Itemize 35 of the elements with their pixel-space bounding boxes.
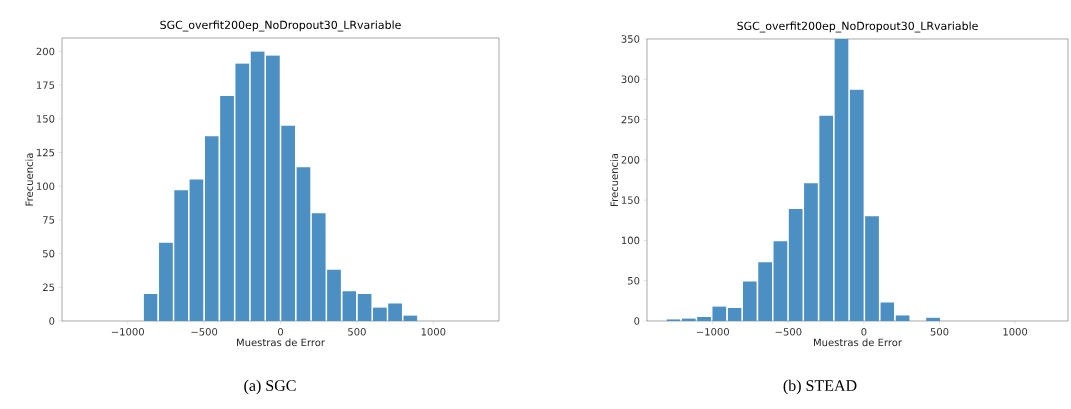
y-axis-title: Frecuencia: [610, 153, 619, 206]
y-axis-title: Frecuencia: [25, 153, 34, 206]
x-tick-label: −500: [191, 328, 218, 336]
y-tick-label: 200: [621, 156, 640, 164]
x-tick-label: −1000: [696, 328, 730, 336]
chart-title: SGC_overfit200ep_NoDropout30_LRvariable: [737, 21, 978, 33]
y-tick-label: 100: [621, 236, 640, 245]
y-tick-label: 350: [621, 35, 640, 43]
y-tick-label: 300: [621, 75, 640, 84]
text: (a) SGC: [244, 379, 296, 395]
y-tick-label: 50: [43, 249, 55, 258]
x-tick-label: −500: [775, 328, 802, 336]
x-tick-label: 0: [277, 328, 284, 336]
y-tick-label: 200: [36, 47, 55, 56]
y-tick-label: 50: [628, 276, 640, 285]
y-tick-label: 150: [621, 196, 640, 204]
x-axis-title: Muestras de Error: [237, 338, 325, 347]
y-tick-label: 150: [36, 115, 55, 123]
y-tick-label: 175: [36, 81, 55, 89]
x-tick-label: 500: [348, 328, 366, 336]
y-tick-label: 125: [36, 148, 55, 157]
x-tick-label: 1000: [421, 328, 446, 336]
x-tick-label: 1000: [1003, 328, 1028, 336]
chart-title: SGC_overfit200ep_NoDropout30_LRvariable: [160, 20, 401, 32]
x-tick-label: 500: [930, 328, 949, 336]
x-tick-label: −1000: [111, 328, 144, 336]
y-tick-label: 250: [621, 115, 640, 124]
x-axis-title: Muestras de Error: [814, 338, 902, 347]
y-tick-label: 100: [36, 182, 55, 191]
text: (b) STEAD: [783, 379, 857, 395]
x-tick-label: 0: [861, 328, 867, 336]
y-tick-label: 0: [49, 317, 55, 325]
y-tick-label: 25: [42, 283, 55, 292]
y-tick-label: 0: [634, 317, 640, 325]
y-tick-label: 75: [43, 216, 55, 224]
